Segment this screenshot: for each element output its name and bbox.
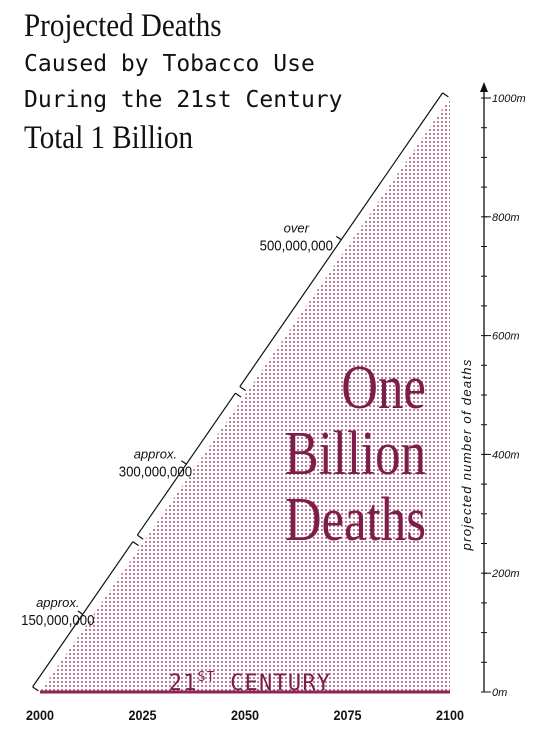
bracket-pointer (335, 235, 342, 241)
y-tick-label: 0m (492, 687, 507, 699)
y-tick-label: 1000m (492, 93, 526, 105)
y-tick-label: 400m (492, 449, 520, 461)
bracket-pointer (181, 460, 187, 465)
y-tick-label: 800m (492, 212, 520, 224)
century-label: 21ST CENTURY (169, 670, 332, 696)
century-label-number: 21 (169, 671, 198, 696)
x-tick-label: 2025 (129, 707, 158, 723)
segment-value: 500,000,000 (260, 237, 333, 254)
segment-value: 150,000,000 (21, 611, 94, 628)
area-layer (40, 98, 450, 694)
segment-value: 300,000,000 (119, 463, 192, 480)
y-tick-label: 600m (492, 331, 520, 343)
chart-title: Projected Deaths Caused by Tobacco Use D… (24, 6, 424, 158)
segment-qualifier: over (284, 220, 310, 235)
area-label-line: Billion (285, 419, 426, 488)
area-label-line: Deaths (285, 485, 426, 554)
bracket-end-tick (137, 534, 144, 540)
bracket-end-tick (32, 686, 39, 692)
bracket-end-tick (239, 386, 246, 392)
y-axis-title: projected number of deaths (459, 358, 474, 551)
area-label-line: One (341, 353, 426, 422)
axis-layer: 0m 200m 400m 600m 800m 1000m projected number … (26, 82, 526, 723)
title-line-4: Total 1 Billion (24, 120, 193, 156)
x-tick-label: 2100 (436, 707, 464, 723)
area-fill (40, 98, 450, 692)
segment-qualifier: approx. (36, 595, 79, 610)
bracket-layer: approx.150,000,000approx.300,000,000over… (21, 92, 449, 692)
x-tick-label: 2000 (26, 707, 54, 723)
title-line-2: Caused by Tobacco Use (24, 51, 315, 77)
x-tick-label: 2050 (231, 707, 259, 723)
bracket-end-tick (442, 92, 449, 98)
bracket-pointer (77, 610, 84, 615)
y-axis-arrow (480, 82, 488, 92)
century-label-word: CENTURY (216, 671, 332, 696)
bracket-end-tick (132, 541, 139, 547)
century-label-sup: ST (198, 670, 216, 685)
title-line-1: Projected Deaths (24, 8, 222, 44)
segment-qualifier: approx. (134, 447, 177, 462)
y-tick-label: 200m (491, 568, 520, 580)
bracket-end-tick (234, 392, 242, 398)
title-line-3: During the 21st Century (24, 87, 343, 113)
x-tick-label: 2075 (334, 707, 363, 723)
